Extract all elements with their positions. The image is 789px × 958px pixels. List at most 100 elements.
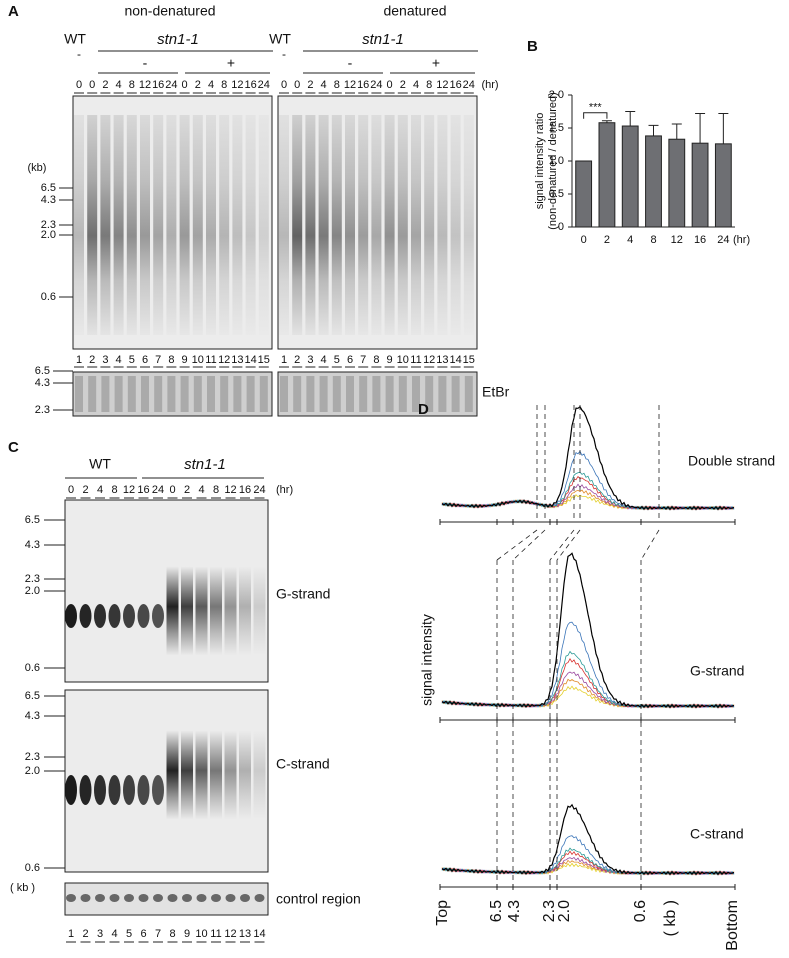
time-label: 2: [400, 79, 406, 91]
lane-number: 5: [334, 354, 340, 366]
control-band: [109, 894, 120, 902]
significance-label: ***: [589, 102, 603, 114]
band: [123, 775, 135, 805]
profile-trace: [441, 405, 735, 511]
time-label: 8: [213, 484, 219, 496]
etbr-lane: [233, 376, 242, 412]
exo-sign: +: [227, 55, 235, 71]
gel-lane: [113, 115, 124, 335]
x-label: 2.0: [556, 900, 573, 922]
guide-line: [512, 529, 546, 561]
control-band: [138, 894, 149, 902]
error-bar: [718, 112, 729, 144]
time-label: 0: [387, 79, 393, 91]
smear: [181, 730, 193, 820]
time-label: 2: [102, 79, 108, 91]
exo-sign: -: [77, 47, 81, 61]
control-band: [240, 894, 250, 902]
y-tick-label: 1.0: [549, 155, 564, 167]
lane-number: 6: [140, 928, 146, 940]
gel-lane: [245, 115, 256, 335]
time-label: 0: [76, 79, 82, 91]
gel-lane: [305, 115, 316, 335]
gel-lane: [371, 115, 382, 335]
etbr-lane: [220, 376, 229, 412]
band: [152, 775, 164, 805]
size-marker: 2.3: [41, 219, 56, 231]
smear: [166, 730, 179, 820]
gel-lane: [219, 115, 230, 335]
control-band: [66, 894, 76, 902]
size-marker: 6.5: [25, 514, 40, 526]
etbr-lane: [207, 376, 215, 412]
band: [79, 604, 92, 628]
size-marker: 4.3: [35, 377, 50, 389]
band: [65, 775, 77, 805]
control-band: [182, 894, 192, 902]
lane-number: 12: [423, 354, 435, 366]
time-label: 4: [321, 79, 327, 91]
time-label: 4: [198, 484, 204, 496]
gel-lane: [292, 115, 303, 335]
etbr-lane: [332, 376, 341, 412]
significance-bracket: [583, 112, 608, 119]
blot-label: C-strand: [276, 756, 330, 772]
panel-label: B: [527, 38, 538, 55]
time-label: 12: [139, 79, 151, 91]
lane-number: 12: [224, 928, 236, 940]
lane-number: 11: [205, 354, 216, 366]
gel-lane: [437, 115, 448, 335]
x-tick-label: 2: [604, 234, 610, 246]
etbr-lane: [154, 376, 163, 412]
gel-lane: [345, 115, 355, 335]
etbr-lane: [438, 376, 447, 412]
lane-number: 2: [82, 928, 88, 940]
size-marker: 0.6: [25, 662, 40, 674]
lane-number: 3: [307, 354, 313, 366]
time-label: 16: [449, 79, 461, 91]
profile-trace: [441, 471, 735, 511]
time-label: 8: [111, 484, 117, 496]
condition-label: denatured: [383, 3, 446, 19]
control-band: [80, 894, 91, 902]
band: [79, 775, 92, 805]
lane-number: 2: [89, 354, 95, 366]
panel-label: C: [8, 439, 19, 456]
etbr-lane: [451, 376, 460, 412]
lane-number: 3: [97, 928, 103, 940]
gel-lane: [463, 115, 474, 335]
smear: [210, 566, 222, 656]
etbr-lane: [141, 376, 149, 412]
etbr-lane: [412, 376, 420, 412]
control-band: [153, 894, 163, 902]
smear: [239, 730, 251, 820]
lane-number: 4: [321, 354, 327, 366]
genotype-label: WT: [89, 456, 111, 472]
lane-number: 10: [397, 354, 409, 366]
lane-number: 10: [195, 928, 207, 940]
x-label: Bottom: [724, 900, 741, 951]
smear: [210, 730, 222, 820]
lane-number: 5: [126, 928, 132, 940]
lane-number: 6: [347, 354, 353, 366]
etbr-lane: [346, 376, 354, 412]
smear: [253, 730, 266, 820]
lane-number: 1: [68, 928, 74, 940]
panel-label: A: [8, 3, 19, 20]
gel-lane: [206, 115, 216, 335]
lane-number: 2: [294, 354, 300, 366]
lane-number: 9: [182, 354, 188, 366]
bar: [714, 143, 732, 228]
etbr-lane: [280, 376, 288, 412]
gel-lane: [318, 115, 329, 335]
size-unit: (kb): [28, 162, 47, 174]
etbr-label: EtBr: [482, 384, 510, 400]
lane-number: 11: [210, 928, 221, 940]
control-band: [167, 894, 178, 902]
control-band: [95, 894, 105, 902]
etbr-lane: [306, 376, 315, 412]
size-marker: 4.3: [25, 710, 40, 722]
error-bar: [601, 120, 612, 123]
time-label: 2: [195, 79, 201, 91]
